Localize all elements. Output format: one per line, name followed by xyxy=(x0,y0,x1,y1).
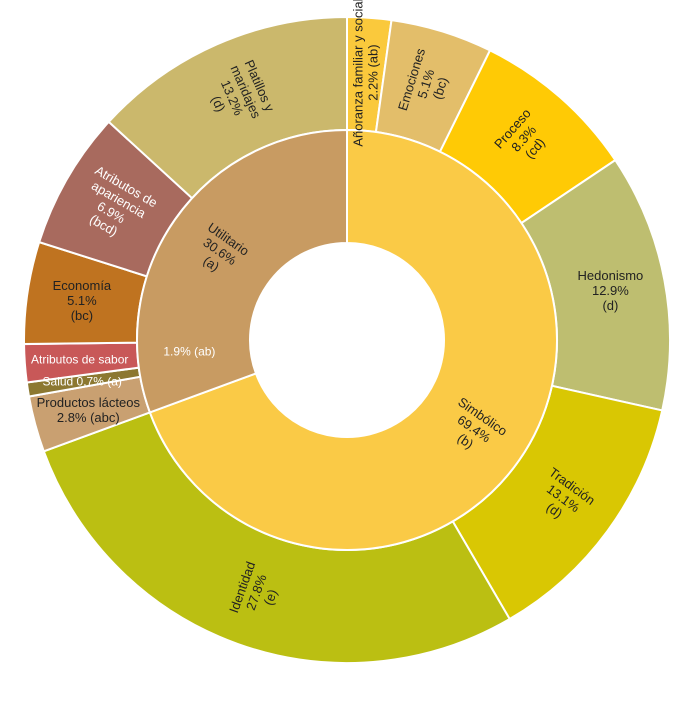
outer-label-atributos-de-sabor: Atributos de sabor xyxy=(31,353,128,367)
outer-label-tradicion: Tradición13.1%(d) xyxy=(529,464,598,532)
outer-label-atributos-de-apariencia: Atributos deapariencia6.9%(bcd) xyxy=(70,163,160,250)
outer-label-economia: Economía 5.1% (bc) xyxy=(53,278,112,323)
outer-label-value-atributos-de-sabor: 1.9% (ab) xyxy=(163,345,215,359)
inner-segment-simbolico xyxy=(148,128,558,551)
labels: Añoranza familiar y social2.2% (ab) Emoci… xyxy=(31,0,644,615)
outer-ring xyxy=(23,15,671,664)
inner-ring xyxy=(136,128,558,551)
outer-label-hedonismo: Hedonismo 12.9% (d) xyxy=(578,268,644,313)
outer-label-productos-lacteos: Productos lácteos 2.8% (abc) xyxy=(37,395,141,425)
outer-label-salud: Salud 0.7% (a) xyxy=(43,374,122,388)
outer-label-anoranza-familiar-y-social: Añoranza familiar y social2.2% (ab) xyxy=(351,0,381,147)
inner-segment-utilitario xyxy=(136,128,348,414)
